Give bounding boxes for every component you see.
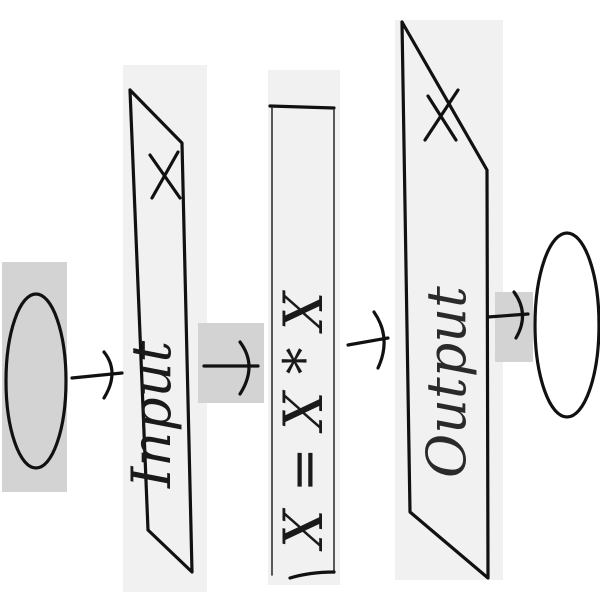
input-label-text: Input xyxy=(120,341,183,489)
arrow-process-to-output xyxy=(346,310,390,370)
start-node-highlight xyxy=(2,262,67,492)
input-x-symbol xyxy=(148,150,182,200)
output-x-symbol xyxy=(423,88,460,142)
output-label-text: Output xyxy=(415,286,478,478)
process-expression: X = X * X xyxy=(272,289,335,552)
process-expression-text: X = X * X xyxy=(272,289,335,552)
arrow-start-to-input xyxy=(70,350,124,400)
arrow-input-to-process xyxy=(202,340,260,396)
output-label: Output xyxy=(415,286,478,478)
start-terminator xyxy=(4,292,68,470)
input-box-highlight xyxy=(123,65,207,592)
arrow-output-to-end xyxy=(486,290,530,340)
input-box-shape xyxy=(128,88,194,574)
output-box-shape xyxy=(400,20,490,580)
output-box-highlight xyxy=(395,20,503,580)
process-box-highlight xyxy=(268,70,340,585)
input-label: Input xyxy=(120,341,183,489)
arrow-4-highlight xyxy=(495,292,533,362)
end-terminator xyxy=(533,231,600,419)
arrow-1-highlight xyxy=(198,323,264,403)
process-box-shape xyxy=(268,104,336,580)
